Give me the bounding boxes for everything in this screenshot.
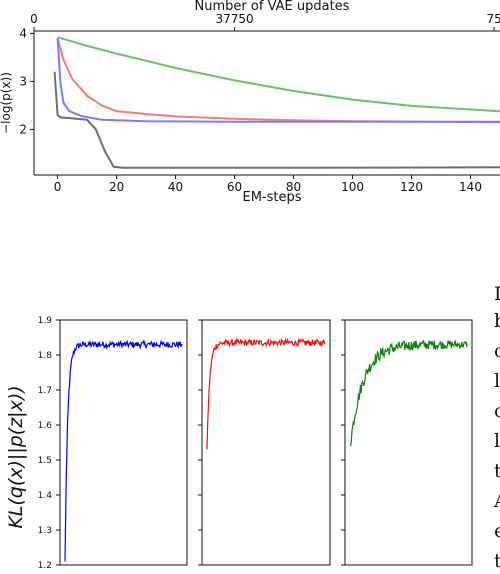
top-series-line-3 xyxy=(53,71,500,169)
top-plot: 0 20 40 60 80 100 120 140 2 3 4 0 37750 75 Number o… xyxy=(0,0,500,205)
top-x-tick-label: 140 xyxy=(459,180,482,194)
side-text-letter: A xyxy=(493,490,500,512)
top-y-tick-label: 2 xyxy=(19,122,27,136)
kl-y-tick-label: 1.4 xyxy=(38,491,53,501)
side-text-letter: t xyxy=(494,460,500,482)
kl-y-tick-label: 1.9 xyxy=(38,316,53,326)
top-secondary-tick-label: 37750 xyxy=(215,12,253,26)
kl-panel-blue-series xyxy=(64,339,183,562)
kl-panel-blue: 1.2 1.3 1.4 1.5 1.6 1.7 1.8 1.9 xyxy=(38,316,188,571)
kl-y-tick-label: 1.8 xyxy=(38,351,53,361)
kl-series-line-1 xyxy=(206,337,326,450)
top-secondary-tick-label: 75 xyxy=(486,12,500,26)
side-text-letter: e xyxy=(494,520,500,542)
kl-panel-green-series xyxy=(349,339,468,447)
cropped-side-text: IbclcltAet xyxy=(493,283,500,572)
top-plot-x-ticks: 0 20 40 60 80 100 120 140 xyxy=(54,175,482,194)
side-text-letter: I xyxy=(494,283,500,305)
kl-panel-red-y-ticks xyxy=(198,319,202,566)
kl-panel-red-frame xyxy=(201,319,331,566)
top-series-line-1 xyxy=(56,37,500,124)
top-x-tick-label: 40 xyxy=(168,180,183,194)
side-text-letter: c xyxy=(494,340,500,362)
kl-panel-red-series xyxy=(206,337,326,450)
top-x-tick-label: 60 xyxy=(227,180,242,194)
side-text-letter: b xyxy=(494,310,500,332)
top-secondary-tick-label: 0 xyxy=(30,12,38,26)
kl-panel-green-y-ticks xyxy=(341,319,345,566)
top-plot-x-axis-label: EM-steps xyxy=(242,190,301,205)
top-y-tick-label: 4 xyxy=(19,26,27,40)
kl-y-tick-label: 1.7 xyxy=(38,386,52,396)
kl-y-tick-label: 1.2 xyxy=(38,561,52,571)
top-x-tick-label: 100 xyxy=(341,180,364,194)
top-plot-secondary-axis-label: Number of VAE updates xyxy=(195,0,350,14)
top-plot-secondary-ticks: 0 37750 75 xyxy=(30,12,500,31)
side-text-letter: c xyxy=(494,400,500,422)
kl-panel-red xyxy=(198,319,331,566)
kl-y-tick-label: 1.3 xyxy=(38,526,52,536)
side-text-letter: t xyxy=(494,550,500,572)
kl-series-line-0 xyxy=(64,339,183,562)
top-x-tick-label: 120 xyxy=(400,180,423,194)
kl-y-tick-label: 1.6 xyxy=(38,421,53,431)
kl-panel-green xyxy=(341,319,473,566)
kl-panel-blue-y-ticks: 1.2 1.3 1.4 1.5 1.6 1.7 1.8 1.9 xyxy=(38,316,60,571)
kl-y-axis-label: KL(q(x)||p(z|x)) xyxy=(5,385,27,528)
top-series-line-2 xyxy=(56,38,500,123)
kl-series-line-2 xyxy=(349,339,468,447)
side-text-letter: l xyxy=(494,430,500,452)
top-y-tick-label: 3 xyxy=(19,74,27,88)
top-x-tick-label: 0 xyxy=(54,180,62,194)
kl-panel-blue-frame xyxy=(59,319,188,566)
top-plot-y-axis-label: −log(p(x)) xyxy=(0,72,13,134)
top-x-tick-label: 80 xyxy=(286,180,301,194)
top-plot-series xyxy=(53,36,500,169)
kl-panel-green-frame xyxy=(344,319,473,566)
kl-y-tick-label: 1.5 xyxy=(38,456,52,466)
top-plot-y-ticks: 2 3 4 xyxy=(19,26,34,136)
top-series-line-0 xyxy=(57,36,500,113)
top-x-tick-label: 20 xyxy=(109,180,124,194)
side-text-letter: l xyxy=(494,370,500,392)
